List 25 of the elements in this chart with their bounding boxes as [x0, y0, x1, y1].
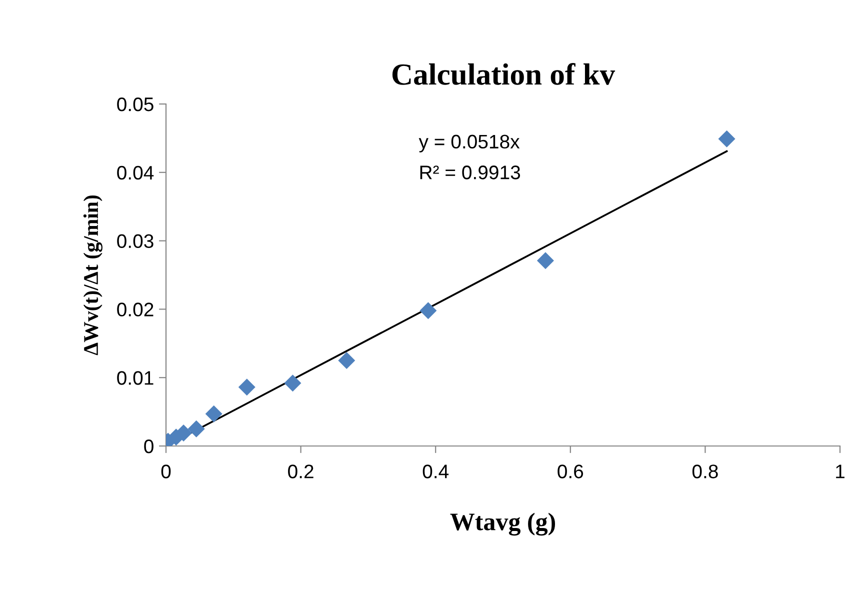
annotation: R² = 0.9913 [420, 166, 520, 180]
point [338, 352, 356, 370]
x-axis-title: Wtavg (g) [450, 512, 556, 536]
chart-title: Calculation of kv [392, 63, 616, 85]
x-tick-label: 0.2 [288, 464, 314, 478]
y-tick-label: 0.01 [117, 371, 154, 385]
x-tick-label: 0 [161, 464, 171, 478]
y-tick-label: 0 [144, 439, 154, 454]
point [718, 130, 736, 148]
point [420, 302, 437, 320]
x-tick-label: 0.4 [422, 464, 449, 478]
point [284, 374, 302, 392]
y-tick-label: 0.03 [117, 234, 154, 248]
point [536, 252, 554, 270]
point [205, 405, 222, 422]
y-tick-label: 0.05 [117, 97, 154, 112]
y-tick-label: 0.04 [117, 166, 154, 180]
y-tick-label: 0.02 [117, 302, 154, 316]
x-tick-label: 0.6 [558, 464, 584, 478]
y-axis-title: ΔWv(t)/Δt (g/min) [83, 195, 102, 356]
point [238, 378, 256, 396]
annotation: y = 0.0518x [418, 134, 520, 152]
x-tick-label: 0.8 [692, 464, 718, 478]
point [188, 420, 205, 438]
x-tick-label: 1 [836, 464, 844, 478]
